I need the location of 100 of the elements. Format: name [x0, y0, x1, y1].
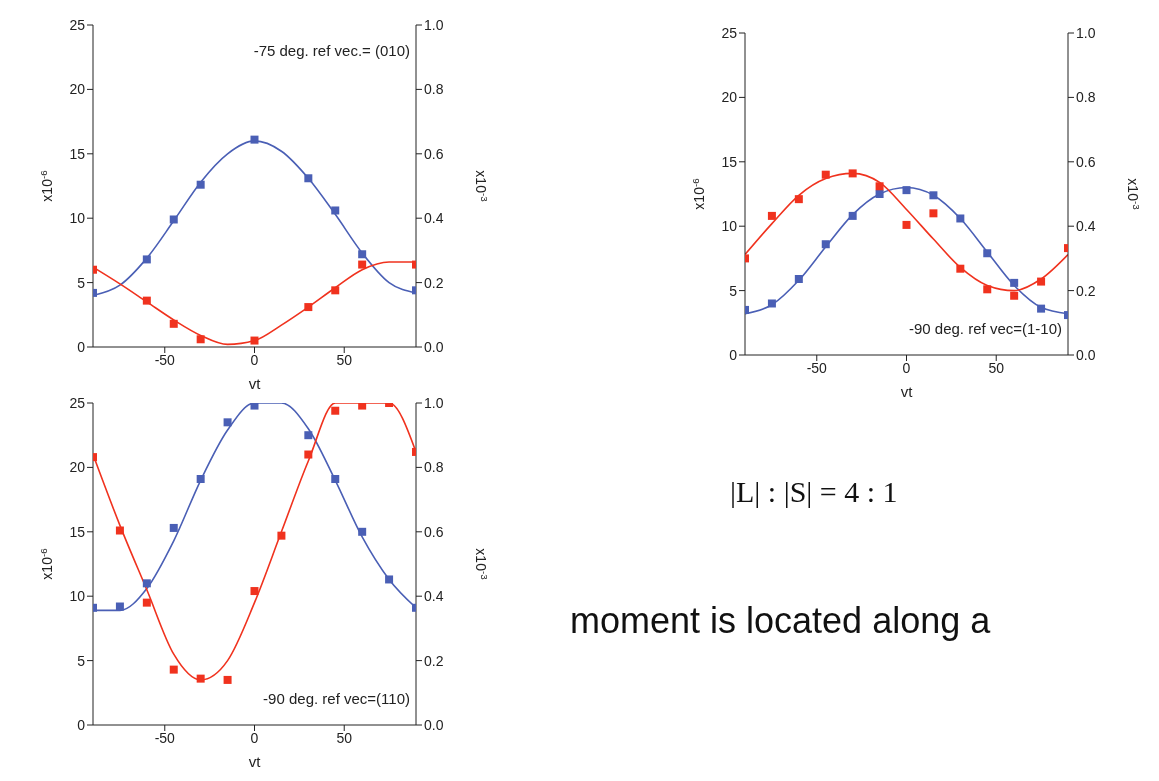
point [196, 474, 205, 483]
point [331, 474, 340, 483]
text: moment is located along a [570, 600, 991, 642]
annotation: -90 deg. ref vec=(1-10) [909, 320, 1062, 337]
text: |L| : |S| = 4 : 1 [730, 475, 898, 509]
y-tick-label: 5 [77, 274, 86, 291]
point [794, 275, 803, 284]
point [142, 598, 151, 607]
point [358, 527, 367, 536]
point [142, 579, 151, 588]
point [304, 450, 313, 459]
point [169, 665, 178, 674]
point [331, 406, 340, 415]
y-tick-label: 25 [721, 24, 738, 41]
x-tick-label: -50 [154, 351, 176, 368]
point [794, 195, 803, 204]
y2-tick-label: 1.0 [424, 394, 444, 411]
x-tick-label: 50 [336, 729, 353, 746]
y2-tick-label: 0.6 [424, 145, 444, 162]
point [848, 211, 857, 220]
y-tick-label: 25 [69, 16, 86, 33]
y2-tick-label: 0.0 [1076, 346, 1096, 363]
y2-tick-label: 1.0 [424, 16, 444, 33]
annotation: -90 deg. ref vec=(110) [263, 690, 410, 707]
point [304, 174, 313, 183]
y-tick-label: 25 [69, 394, 86, 411]
point [277, 531, 286, 540]
y-tick-label: 20 [721, 89, 738, 106]
y2-tick-label: 0.8 [424, 459, 444, 476]
x-tick-label: 50 [988, 359, 1005, 376]
point [1037, 304, 1046, 313]
y-tick-label: 20 [69, 459, 86, 476]
point [250, 135, 259, 144]
y2-tick-label: 0.2 [424, 274, 444, 291]
x-tick-label: -50 [806, 359, 828, 376]
point [115, 526, 124, 535]
point [1010, 278, 1019, 287]
point [169, 215, 178, 224]
y2-tick-label: 0.4 [424, 588, 444, 605]
point [875, 182, 884, 191]
y2-tick-label: 0.2 [424, 652, 444, 669]
y2-tick-label: 1.0 [1076, 24, 1096, 41]
y-tick-label: 20 [69, 81, 86, 98]
point [304, 431, 313, 440]
y-tick-label: 0 [77, 338, 86, 355]
point [304, 303, 313, 312]
point [1037, 277, 1046, 286]
point [821, 240, 830, 249]
y2-tick-label: 0.6 [424, 523, 444, 540]
point [196, 335, 205, 344]
x-axis-title: vt [900, 383, 914, 400]
point [929, 191, 938, 200]
x-tick-label: 0 [250, 729, 259, 746]
y-tick-label: 10 [69, 588, 86, 605]
point [983, 249, 992, 258]
point [956, 214, 965, 223]
y2-tick-label: 0.8 [424, 81, 444, 98]
point [196, 674, 205, 683]
y-tick-label: 5 [729, 282, 738, 299]
y2-tick-label: 0.4 [1076, 218, 1096, 235]
point [929, 209, 938, 218]
point [385, 575, 394, 584]
point [115, 602, 124, 611]
x-tick-label: 0 [902, 359, 911, 376]
y-tick-label: 5 [77, 652, 86, 669]
x-axis-title: vt [248, 753, 262, 770]
point [250, 336, 259, 345]
point [358, 260, 367, 269]
y2-tick-label: 0.0 [424, 338, 444, 355]
y2-tick-label: 0.4 [424, 210, 444, 227]
y2-tick-label: 0.2 [1076, 282, 1096, 299]
point [848, 169, 857, 178]
y-tick-label: 15 [69, 523, 86, 540]
point [196, 180, 205, 189]
point [331, 286, 340, 295]
point [223, 675, 232, 684]
point [142, 296, 151, 305]
point [169, 319, 178, 328]
point [821, 170, 830, 179]
x-axis-title: vt [248, 375, 262, 392]
point [169, 523, 178, 532]
point [875, 190, 884, 198]
y2-tick-label: 0.0 [424, 716, 444, 733]
y2-tick-label: 0.6 [1076, 153, 1096, 170]
point [902, 186, 911, 195]
point [767, 211, 776, 220]
y-tick-label: 10 [69, 210, 86, 227]
point [902, 220, 911, 229]
point [983, 285, 992, 294]
point [142, 255, 151, 264]
line-series [93, 403, 416, 681]
point [1010, 291, 1019, 300]
point [223, 418, 232, 427]
y-tick-label: 10 [721, 218, 738, 235]
point [358, 250, 367, 259]
y-tick-label: 15 [721, 153, 738, 170]
x-tick-label: -50 [154, 729, 176, 746]
x-tick-label: 0 [250, 351, 259, 368]
point [250, 587, 259, 596]
y-tick-label: 0 [77, 716, 86, 733]
